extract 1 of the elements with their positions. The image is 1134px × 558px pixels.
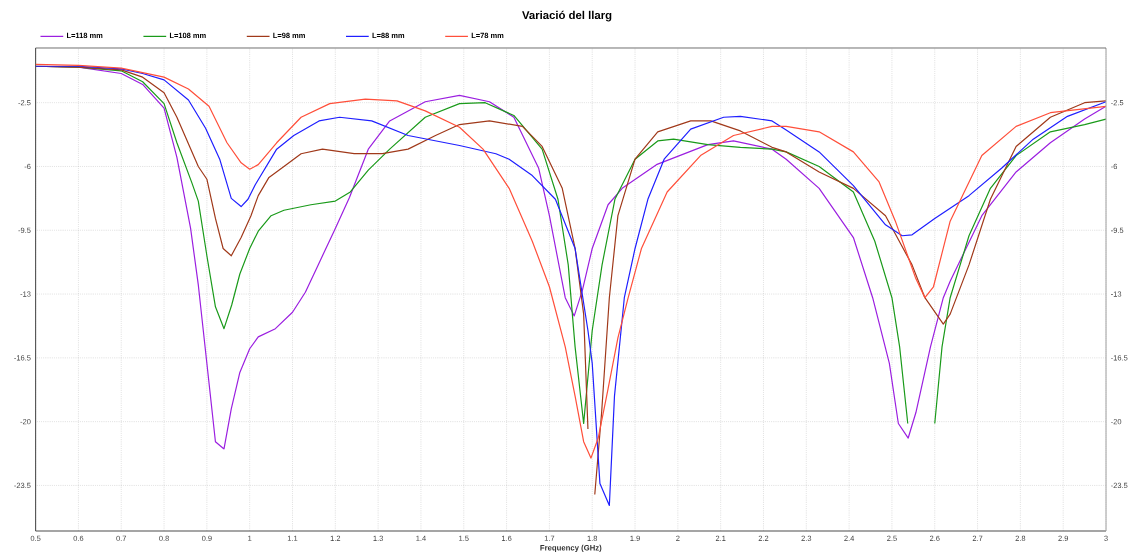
- chart-title: Variació del llarg: [522, 10, 612, 22]
